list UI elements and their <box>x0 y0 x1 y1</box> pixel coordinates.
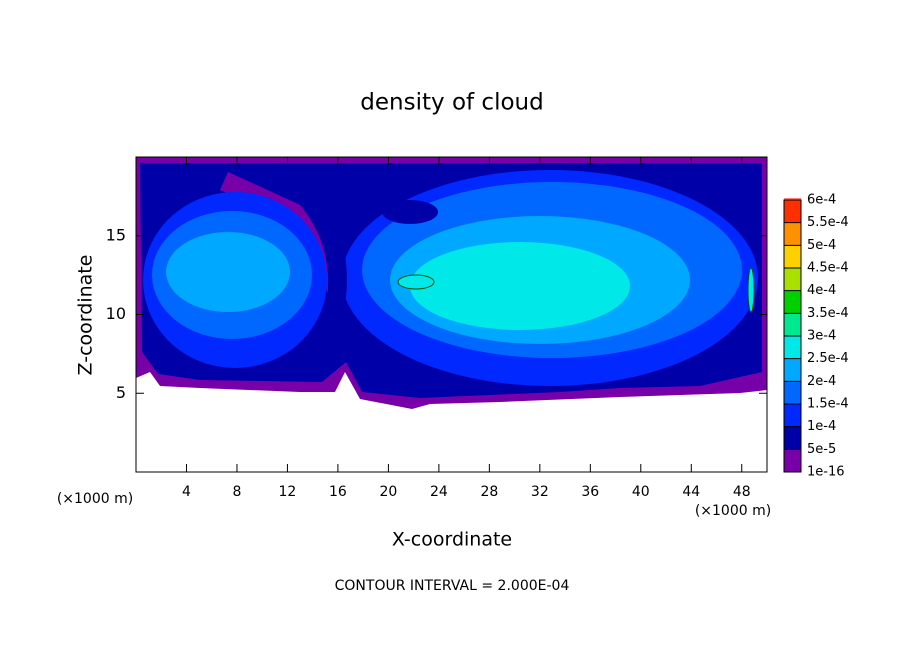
colorbar-label: 2.5e-4 <box>807 351 849 366</box>
x-tick-label: 8 <box>232 484 241 500</box>
x-tick-label: 16 <box>329 484 347 500</box>
x-tick-label: 40 <box>632 484 650 500</box>
colorbar-label: 6e-4 <box>807 193 836 208</box>
colorbar-band <box>784 200 801 223</box>
x-tick-label: 24 <box>430 484 448 500</box>
x-tick-label: 28 <box>480 484 498 500</box>
x-unit-label: (×1000 m) <box>57 491 133 507</box>
chart-title: density of cloud <box>360 90 543 116</box>
y-axis-label: Z-coordinate <box>75 255 97 376</box>
colorbar-band <box>784 381 801 404</box>
colorbar-top <box>784 198 801 200</box>
x-tick-label: 48 <box>733 484 751 500</box>
colorbar-band <box>784 290 801 314</box>
colorbar-label: 1e-4 <box>807 419 836 434</box>
x-tick-label: 12 <box>279 484 297 500</box>
colorbar-label: 1e-16 <box>807 465 845 480</box>
colorbar-label: 5.5e-4 <box>807 215 849 230</box>
colorbar-band <box>784 313 801 336</box>
colorbar-label: 5e-5 <box>807 442 836 457</box>
y-tick-label: 5 <box>116 383 126 402</box>
contour-field <box>136 157 767 472</box>
colorbar-band <box>784 426 801 450</box>
colorbar-band <box>784 268 801 291</box>
x-unit-label: (×1000 m) <box>695 503 771 519</box>
colorbar-label: 2e-4 <box>807 374 836 389</box>
colorbar-label: 1.5e-4 <box>807 397 849 412</box>
colorbar-band <box>784 222 801 246</box>
footer: CONTOUR INTERVAL = 2.000E-04 <box>335 578 570 594</box>
colorbar-label: 3e-4 <box>807 329 836 344</box>
colorbar-band <box>784 404 801 427</box>
y-tick-label: 10 <box>106 304 126 323</box>
colorbar-label: 4.5e-4 <box>807 261 849 276</box>
colorbar-band <box>784 358 801 382</box>
colorbar-label: 3.5e-4 <box>807 306 849 321</box>
x-tick-label: 4 <box>182 484 191 500</box>
colorbar-band <box>784 336 801 359</box>
x-tick-label: 44 <box>682 484 700 500</box>
x-axis-label: X-coordinate <box>392 529 512 551</box>
y-tick-label: 15 <box>106 225 126 244</box>
x-tick-label: 32 <box>531 484 549 500</box>
x-tick-label: 36 <box>581 484 599 500</box>
colorbar-label: 4e-4 <box>807 283 836 298</box>
x-tick-label: 20 <box>379 484 397 500</box>
colorbar-band <box>784 245 801 268</box>
colorbar-band <box>784 449 801 472</box>
colorbar-label: 5e-4 <box>807 238 836 253</box>
